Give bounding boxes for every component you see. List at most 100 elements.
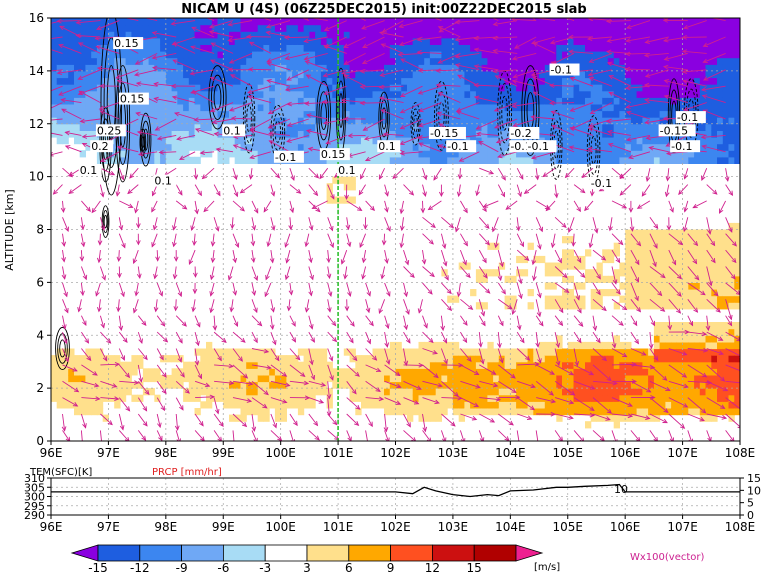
shading-cell [223,18,230,26]
wind-vector-head [315,207,321,213]
shading-cell [562,275,569,283]
shading-cell [343,44,351,52]
shading-cell [498,355,506,363]
shading-cell [246,103,253,112]
shading-cell [177,18,184,26]
shading-cell [137,24,144,32]
shading-cell [475,64,483,72]
shading-cell [475,355,483,363]
shading-cell [516,18,523,26]
shading-cell [280,361,287,369]
wind-vector-head [153,81,159,87]
shading-cell [96,44,104,52]
wind-vector-head [96,25,102,31]
shading-cell [688,302,695,310]
wind-vector [80,430,83,441]
shading-cell [441,341,448,350]
shading-cell [326,117,333,125]
shading-cell [642,289,649,297]
shading-cell [579,97,586,105]
shading-cell [263,37,270,45]
shading-cell [165,355,173,363]
shading-cell [539,255,546,264]
shading-cell [68,24,75,32]
shading-cell [108,156,115,164]
shading-cell [516,70,523,79]
shading-cell [722,150,730,158]
shading-cell [596,150,603,158]
wind-vector [174,266,177,279]
wind-vector [266,31,290,38]
wind-vector [172,36,196,46]
shading-cell [148,24,155,32]
shading-cell [412,37,419,45]
shading-cell [102,31,109,39]
shading-cell [62,44,69,52]
shading-cell [211,348,219,356]
shading-cell [274,414,282,422]
shading-cell [659,44,666,52]
shading-cell [602,394,609,402]
shading-cell [418,51,425,59]
shading-cell [487,117,494,125]
wind-vector-head [313,420,319,427]
shading-cell [171,117,178,125]
wind-vector [81,380,99,387]
shading-cell [171,150,178,158]
shading-cell [217,150,224,158]
shading-cell [527,37,534,45]
shading-cell [527,302,534,310]
shading-cell [177,117,184,125]
shading-cell [573,103,580,112]
shading-cell [682,70,689,79]
shading-cell [630,394,638,402]
shading-cell [607,341,615,350]
shading-cell [521,388,529,396]
shading-cell [688,37,695,45]
shading-cell [211,110,219,118]
shading-cell [309,355,316,363]
shading-cell [102,97,109,105]
shading-cell [699,150,707,158]
shading-cell [556,388,563,396]
shading-cell [711,335,718,343]
shading-cell [407,117,414,125]
shading-cell [91,401,98,409]
shading-cell [200,90,207,98]
shading-cell [217,24,224,32]
shading-cell [728,414,735,422]
shading-cell [297,110,305,118]
wind-vector-head [138,338,143,344]
shading-cell [711,64,718,72]
shading-cell [728,262,735,270]
shading-cell [263,90,270,98]
contour-ring [55,326,70,371]
shading-cell [223,368,230,376]
shading-cell [303,18,310,26]
shading-cell [521,110,529,118]
shading-cell [447,57,454,65]
shading-cell [728,70,735,79]
shading-cell [722,242,730,250]
shading-cell [269,150,276,158]
shading-cell [309,103,316,112]
shading-cell [740,130,746,137]
shading-cell [229,103,236,112]
shading-cell [361,388,368,396]
shading-cell [303,143,310,151]
wind-vector [100,397,119,400]
shading-cell [648,31,655,39]
shading-cell [114,31,121,39]
wind-vector-head [282,399,288,404]
shading-cell [734,97,740,105]
shading-cell [355,37,362,45]
shading-cell [142,84,150,92]
shading-cell [573,361,580,369]
shading-cell [246,18,253,26]
shading-cell [177,44,184,52]
shading-cell [366,137,374,145]
shading-cell [447,77,454,85]
shading-cell [395,103,402,112]
shading-cell [671,18,678,26]
shading-cell [648,90,655,98]
